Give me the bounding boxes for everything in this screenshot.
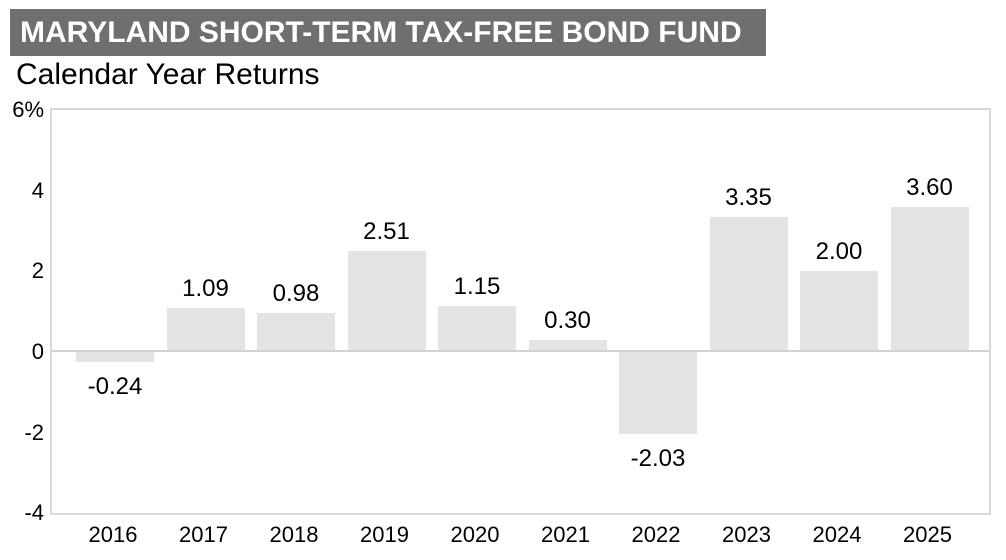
x-tick-label-2025: 2025 [903,522,952,547]
plot-area: -0.24 1.09 0.98 2.51 1.15 0.30 -2.03 3.35 2.00 3.… [50,108,991,515]
bar-2019 [347,250,426,352]
x-tick-label-2019: 2019 [360,522,409,547]
y-tick-label: 0 [31,339,44,364]
y-tick-label: 6% [12,97,44,123]
x-tick-label-2023: 2023 [722,522,771,547]
title-banner: MARYLAND SHORT-TERM TAX-FREE BOND FUND [10,9,766,56]
x-tick-label-2018: 2018 [269,522,319,547]
y-tick-label: -2 [24,419,44,445]
bar-value-label-2025: 3.60 [906,173,953,201]
bar-2017 [166,308,245,352]
fund-title: MARYLAND SHORT-TERM TAX-FREE BOND FUND [20,15,742,49]
y-tick-label: -4 [24,500,44,526]
bar-value-label-2022: -2.03 [630,444,686,472]
bar-value-label-2016: -0.24 [87,372,143,400]
zero-baseline [52,350,989,352]
x-tick-label-2021: 2021 [541,522,590,547]
bar-2018 [257,312,335,352]
bar-2022 [619,352,697,434]
bar-value-label-2017: 1.09 [182,275,229,303]
bar-2016 [76,352,154,362]
bar-2023 [709,216,788,352]
bar-2021 [528,339,607,352]
bar-2025 [890,206,969,352]
x-tick-label-2016: 2016 [88,522,138,547]
bar-value-label-2024: 2.00 [815,238,863,266]
bar-value-label-2018: 0.98 [272,279,320,307]
bar-value-label-2019: 2.51 [363,217,410,245]
x-tick-label-2022: 2022 [631,522,681,547]
bar-2024 [800,271,878,352]
y-tick-label: 4 [31,177,44,203]
x-tick-label-2020: 2020 [450,522,500,547]
x-tick-label-2017: 2017 [179,522,228,547]
chart-subtitle: Calendar Year Returns [16,58,320,91]
x-tick-label-2024: 2024 [812,522,862,547]
bar-value-label-2021: 0.30 [544,306,591,334]
bar-value-label-2020: 1.15 [453,272,501,300]
bar-2020 [438,305,516,352]
bar-value-label-2023: 3.35 [725,183,772,211]
y-tick-label: 2 [31,258,44,284]
